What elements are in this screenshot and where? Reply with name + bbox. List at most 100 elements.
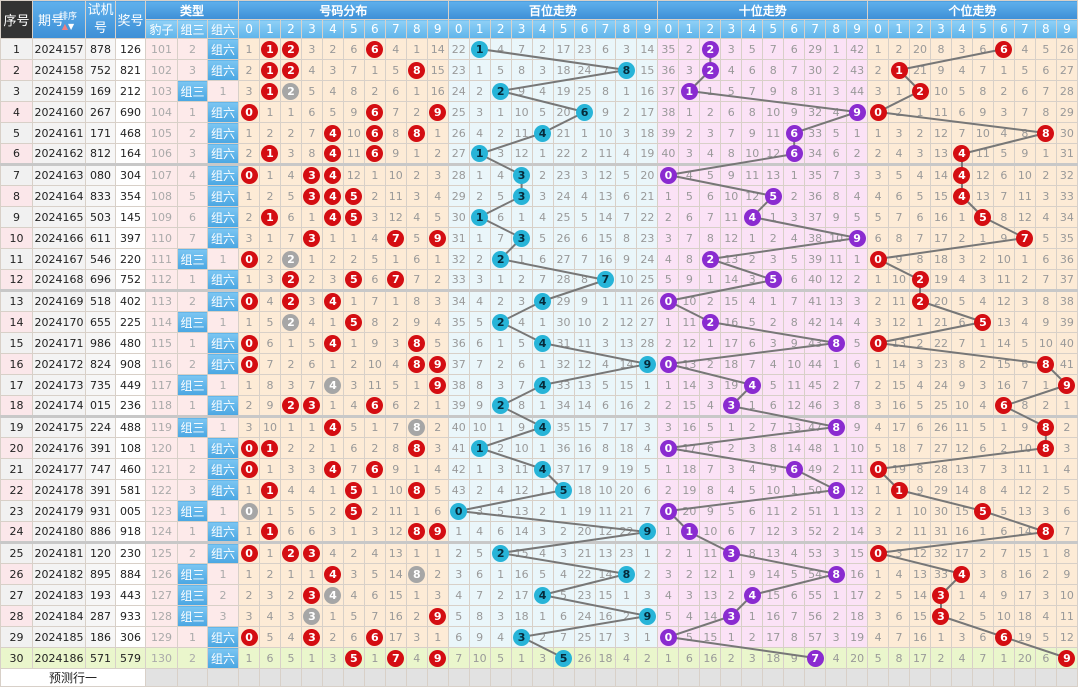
- predict-cell[interactable]: [468, 668, 491, 687]
- unit-cell: 1: [867, 38, 890, 60]
- unit-cell: 6: [1034, 248, 1057, 270]
- predict-cell[interactable]: [971, 668, 994, 687]
- dist-cell: 3: [259, 269, 281, 291]
- tens-cell: 19: [678, 479, 701, 501]
- predict-cell[interactable]: [992, 668, 1015, 687]
- hund-cell: 1: [510, 248, 533, 270]
- predict-cell[interactable]: [950, 668, 973, 687]
- predict-cell[interactable]: [552, 668, 575, 687]
- predict-cell[interactable]: [300, 668, 323, 687]
- predict-cell[interactable]: [636, 668, 659, 687]
- unit-cell: 21: [909, 59, 931, 81]
- tens-cell: 1: [657, 374, 680, 396]
- predict-cell[interactable]: [615, 668, 638, 687]
- predict-cell[interactable]: [846, 668, 869, 687]
- dist-ball: 4: [324, 419, 342, 436]
- predict-cell[interactable]: [426, 668, 449, 687]
- tens-cell: 13: [678, 353, 701, 375]
- dist-cell: 3: [321, 59, 344, 81]
- unit-cell: 5: [971, 500, 994, 522]
- predict-cell[interactable]: [888, 668, 911, 687]
- predict-cell[interactable]: [909, 668, 931, 687]
- hund-cell: 22: [636, 206, 659, 228]
- predict-cell[interactable]: [206, 668, 240, 687]
- unit-cell: 9: [992, 227, 1015, 249]
- dist-cell: 10: [363, 353, 386, 375]
- tens-cell: 13: [825, 289, 848, 312]
- predict-cell[interactable]: [783, 668, 806, 687]
- dist-cell: 6: [259, 647, 281, 669]
- tens-cell: 40: [804, 269, 827, 291]
- predict-cell[interactable]: [531, 668, 554, 687]
- unit-cell: 6: [1034, 647, 1057, 669]
- predict-cell[interactable]: [573, 668, 596, 687]
- predict-cell[interactable]: [594, 668, 617, 687]
- unit-cell: 16: [992, 374, 1015, 396]
- hund-cell: 26: [636, 289, 659, 312]
- unit-cell: 15: [950, 500, 973, 522]
- predict-cell[interactable]: [930, 668, 952, 687]
- unit-ball: 6: [995, 628, 1013, 646]
- predict-cell[interactable]: [741, 668, 764, 687]
- predict-cell[interactable]: [405, 668, 428, 687]
- predict-cell[interactable]: [177, 668, 208, 687]
- unit-cell: 2: [1034, 563, 1057, 585]
- dist-cell: 8: [405, 437, 428, 459]
- predict-cell[interactable]: [342, 668, 365, 687]
- tens-cell: 8: [825, 479, 848, 501]
- predict-cell[interactable]: [804, 668, 827, 687]
- hund-cell: 7: [510, 38, 533, 60]
- row-index: 18: [0, 395, 33, 417]
- predict-cell[interactable]: [867, 668, 890, 687]
- tens-cell: 6: [720, 101, 743, 123]
- predict-cell[interactable]: [657, 668, 680, 687]
- header-issue[interactable]: 期号 排序 ▲▼: [32, 0, 86, 39]
- predict-cell[interactable]: [699, 668, 722, 687]
- predict-cell[interactable]: [1055, 668, 1078, 687]
- predict-cell[interactable]: [238, 668, 260, 687]
- dist-cell: 0: [238, 500, 260, 522]
- hund-cell: 29: [552, 289, 575, 312]
- zuliu-cell: 组六: [206, 122, 240, 144]
- hund-cell: 7: [594, 415, 617, 438]
- predict-cell[interactable]: [1034, 668, 1057, 687]
- tens-ball: 6: [785, 124, 803, 142]
- predict-cell[interactable]: [678, 668, 701, 687]
- unit-cell: 0: [867, 332, 890, 354]
- predict-cell[interactable]: [363, 668, 386, 687]
- predict-cell[interactable]: [279, 668, 302, 687]
- predict-cell[interactable]: [384, 668, 407, 687]
- tens-cell: 17: [846, 584, 869, 606]
- hund-cell: 3: [510, 163, 533, 186]
- tens-ball: 2: [701, 313, 719, 331]
- dist-ball: 1: [261, 481, 279, 499]
- predict-cell[interactable]: [259, 668, 281, 687]
- predict-cell[interactable]: [321, 668, 344, 687]
- hund-cell: 24: [636, 248, 659, 270]
- predict-cell[interactable]: [825, 668, 848, 687]
- predict-cell[interactable]: [720, 668, 743, 687]
- predict-cell[interactable]: [447, 668, 470, 687]
- sort-arrows-icon[interactable]: ▲▼: [61, 21, 75, 31]
- sort-label[interactable]: 排序: [58, 11, 77, 22]
- tens-cell: 1: [657, 311, 680, 333]
- hund-cell: 23: [573, 584, 596, 606]
- trial-number: 833: [85, 185, 116, 207]
- tens-cell: 43: [846, 59, 869, 81]
- dist-cell: 9: [384, 458, 407, 480]
- predict-cell[interactable]: [1013, 668, 1036, 687]
- dist-ball: 2: [282, 271, 300, 288]
- predict-cell[interactable]: [762, 668, 785, 687]
- tens-cell: 8: [741, 541, 764, 564]
- hund-cell: 18: [510, 605, 533, 627]
- tens-cell: 44: [846, 80, 869, 102]
- tens-cell: 11: [846, 458, 869, 480]
- predict-cell[interactable]: [489, 668, 512, 687]
- dist-ball: 8: [408, 355, 426, 373]
- tens-cell: 9: [762, 80, 785, 102]
- tens-cell: 2: [825, 374, 848, 396]
- unit-cell: 12: [971, 163, 994, 186]
- predict-cell[interactable]: [510, 668, 533, 687]
- dist-ball: 4: [324, 124, 342, 142]
- predict-cell[interactable]: [145, 668, 178, 687]
